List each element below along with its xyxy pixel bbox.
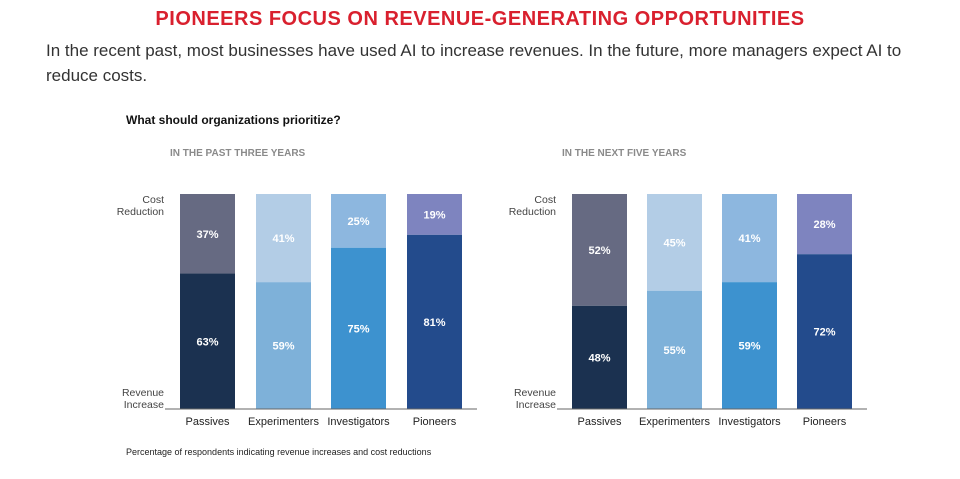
bar-cost-segment xyxy=(331,194,386,248)
data-label-cost: 41% xyxy=(272,233,294,245)
bar-cost-segment xyxy=(180,194,235,274)
data-label-revenue: 75% xyxy=(347,323,369,335)
data-label-cost: 19% xyxy=(423,209,445,221)
bar-revenue-segment xyxy=(797,254,852,409)
bar-revenue-segment xyxy=(256,282,311,409)
bar-cost-segment xyxy=(407,194,462,235)
chart-question: What should organizations prioritize? xyxy=(126,113,341,127)
data-label-revenue: 59% xyxy=(738,341,760,353)
category-label: Investigators xyxy=(327,416,390,428)
data-label-revenue: 59% xyxy=(272,341,294,353)
data-label-cost: 41% xyxy=(738,233,760,245)
data-label-revenue: 63% xyxy=(196,336,218,348)
category-label: Experimenters xyxy=(639,416,710,428)
bar-cost-segment xyxy=(647,194,702,291)
category-label: Passives xyxy=(185,416,230,428)
bar-revenue-segment xyxy=(407,234,462,409)
axis-label-top: Reduction xyxy=(509,206,556,218)
page-title: PIONEERS FOCUS ON REVENUE-GENERATING OPP… xyxy=(155,8,805,30)
axis-label-bottom: Increase xyxy=(516,399,556,411)
data-label-revenue: 72% xyxy=(813,327,835,339)
category-label: Pioneers xyxy=(413,416,457,428)
data-label-cost: 28% xyxy=(813,219,835,231)
bar-revenue-segment xyxy=(647,290,702,409)
bar-cost-segment xyxy=(722,194,777,283)
footnote: Percentage of respondents indicating rev… xyxy=(126,447,432,457)
axis-label-bottom: Increase xyxy=(124,399,164,411)
axis-label-bottom: Revenue xyxy=(122,387,164,399)
data-label-cost: 52% xyxy=(588,245,610,257)
axis-label-bottom: Revenue xyxy=(514,387,556,399)
data-label-cost: 37% xyxy=(196,229,218,241)
bar-cost-segment xyxy=(797,194,852,255)
data-label-revenue: 55% xyxy=(663,345,685,357)
bar-revenue-segment xyxy=(180,273,235,409)
bar-revenue-segment xyxy=(722,282,777,409)
page-subtitle: In the recent past, most businesses have… xyxy=(46,41,902,85)
axis-label-top: Reduction xyxy=(117,206,164,218)
bar-cost-segment xyxy=(572,194,627,306)
category-label: Pioneers xyxy=(803,416,847,428)
chart-title: IN THE PAST THREE YEARS xyxy=(170,148,306,159)
bar-revenue-segment xyxy=(331,247,386,409)
bar-revenue-segment xyxy=(572,305,627,409)
data-label-revenue: 48% xyxy=(588,352,610,364)
chart-title: IN THE NEXT FIVE YEARS xyxy=(562,148,687,159)
category-label: Experimenters xyxy=(248,416,319,428)
data-label-revenue: 81% xyxy=(423,317,445,329)
axis-label-top: Cost xyxy=(142,194,164,206)
category-label: Investigators xyxy=(718,416,781,428)
category-label: Passives xyxy=(577,416,622,428)
axis-label-top: Cost xyxy=(534,194,556,206)
data-label-cost: 45% xyxy=(663,237,685,249)
bar-cost-segment xyxy=(256,194,311,283)
data-label-cost: 25% xyxy=(347,216,369,228)
